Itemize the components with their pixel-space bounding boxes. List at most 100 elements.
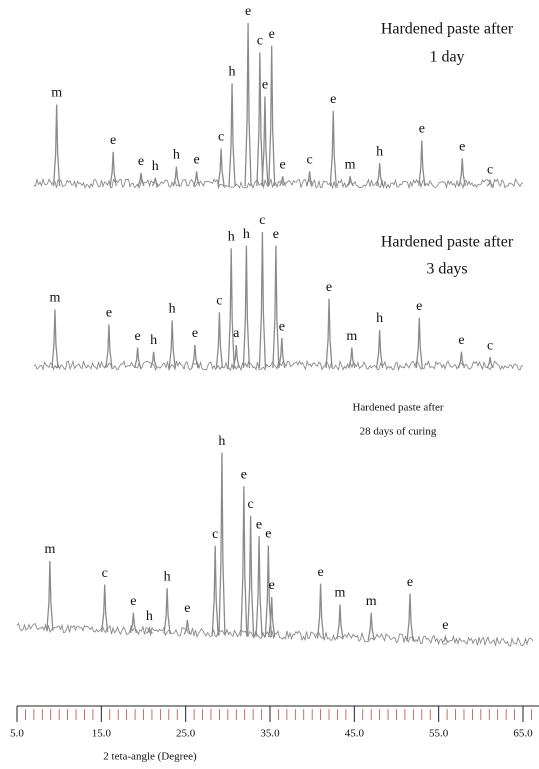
- peak-label: m: [346, 329, 357, 344]
- peak: [51, 309, 59, 369]
- peak: [272, 245, 280, 369]
- peak-label: e: [407, 575, 413, 590]
- x-tick-label: 55.0: [429, 728, 449, 740]
- peak: [268, 45, 276, 187]
- peak: [129, 612, 138, 634]
- peak-label: e: [245, 4, 251, 19]
- peak-label: c: [218, 130, 224, 145]
- peak: [215, 312, 224, 369]
- peak: [211, 545, 219, 636]
- peak: [109, 151, 117, 187]
- pattern-title: Hardened paste after: [352, 402, 443, 414]
- peak: [258, 231, 267, 369]
- peak-label: e: [416, 299, 422, 314]
- peak-label: c: [259, 213, 265, 228]
- peak-label: e: [184, 601, 190, 616]
- peak-label: a: [233, 326, 240, 341]
- peak: [255, 536, 263, 637]
- peak-label: c: [487, 162, 493, 177]
- peak-label: e: [459, 140, 465, 155]
- peak-label: e: [442, 618, 448, 633]
- x-tick-label: 35.0: [260, 728, 280, 740]
- peak-label: c: [216, 293, 222, 308]
- peak-label: e: [256, 517, 262, 532]
- peak-label: e: [262, 78, 268, 93]
- peak-label: h: [164, 569, 171, 584]
- peak: [418, 140, 426, 187]
- peak: [375, 163, 384, 187]
- peak-label: e: [317, 565, 323, 580]
- peak-label: e: [134, 329, 140, 344]
- peak: [105, 324, 113, 369]
- peak: [168, 320, 176, 369]
- peak-label: h: [218, 434, 225, 449]
- peak: [279, 176, 287, 187]
- peak-label: e: [458, 333, 464, 348]
- peak: [329, 111, 337, 187]
- peak: [268, 596, 276, 638]
- peak: [52, 104, 61, 187]
- peak-label: e: [279, 319, 285, 334]
- peak-label: e: [330, 92, 336, 107]
- pattern-title: Hardened paste after: [381, 21, 514, 38]
- peak: [415, 317, 423, 369]
- peak: [336, 604, 344, 640]
- peak-label: e: [269, 578, 275, 593]
- pattern-title: Hardened paste after: [381, 234, 514, 251]
- peak-label: e: [280, 157, 286, 172]
- peak-label: m: [44, 542, 55, 557]
- peak-label: e: [326, 280, 332, 295]
- peak: [218, 452, 226, 636]
- peak: [486, 357, 494, 369]
- peak: [101, 584, 109, 633]
- peak: [183, 619, 191, 635]
- peak-label: e: [241, 467, 247, 482]
- peak-label: h: [146, 609, 153, 624]
- peak: [261, 96, 269, 187]
- peak: [406, 593, 414, 642]
- x-tick-label: 45.0: [345, 728, 365, 740]
- peak-label: h: [173, 148, 180, 163]
- peak: [240, 486, 248, 637]
- peak-label: e: [106, 306, 112, 321]
- peak-label: m: [51, 86, 62, 101]
- peak-label: e: [269, 27, 275, 42]
- peak-label: m: [366, 594, 377, 609]
- peak: [145, 625, 153, 634]
- peak: [149, 351, 158, 369]
- peak: [228, 83, 236, 187]
- peak: [367, 612, 375, 641]
- peak: [133, 347, 142, 369]
- peak: [486, 179, 494, 187]
- peak: [316, 583, 325, 639]
- x-tick-label: 5.0: [10, 728, 24, 740]
- peak-label: h: [152, 159, 159, 174]
- background-trace: [16, 622, 534, 647]
- peak: [217, 148, 225, 187]
- peak: [346, 176, 354, 187]
- peak: [325, 298, 333, 369]
- peak: [232, 344, 240, 369]
- peak: [441, 634, 449, 643]
- peak: [256, 52, 264, 187]
- peak-label: e: [419, 122, 425, 137]
- peak-label: e: [130, 594, 136, 609]
- peak-label: h: [150, 333, 157, 348]
- peak: [457, 351, 466, 369]
- peak-label: m: [335, 586, 346, 601]
- peak-label: c: [257, 34, 263, 49]
- peak-label: m: [50, 291, 61, 306]
- peak: [46, 560, 54, 631]
- peak: [264, 545, 272, 638]
- peak: [137, 172, 145, 187]
- peak: [278, 338, 286, 369]
- x-axis-label: 2 teta-angle (Degree): [103, 751, 197, 763]
- peak: [163, 588, 171, 635]
- peak: [193, 171, 201, 187]
- peak-label: h: [243, 227, 250, 242]
- peak: [191, 344, 199, 369]
- peak-label: c: [212, 527, 218, 542]
- peak-label: h: [169, 302, 176, 317]
- peak-label: e: [273, 227, 279, 242]
